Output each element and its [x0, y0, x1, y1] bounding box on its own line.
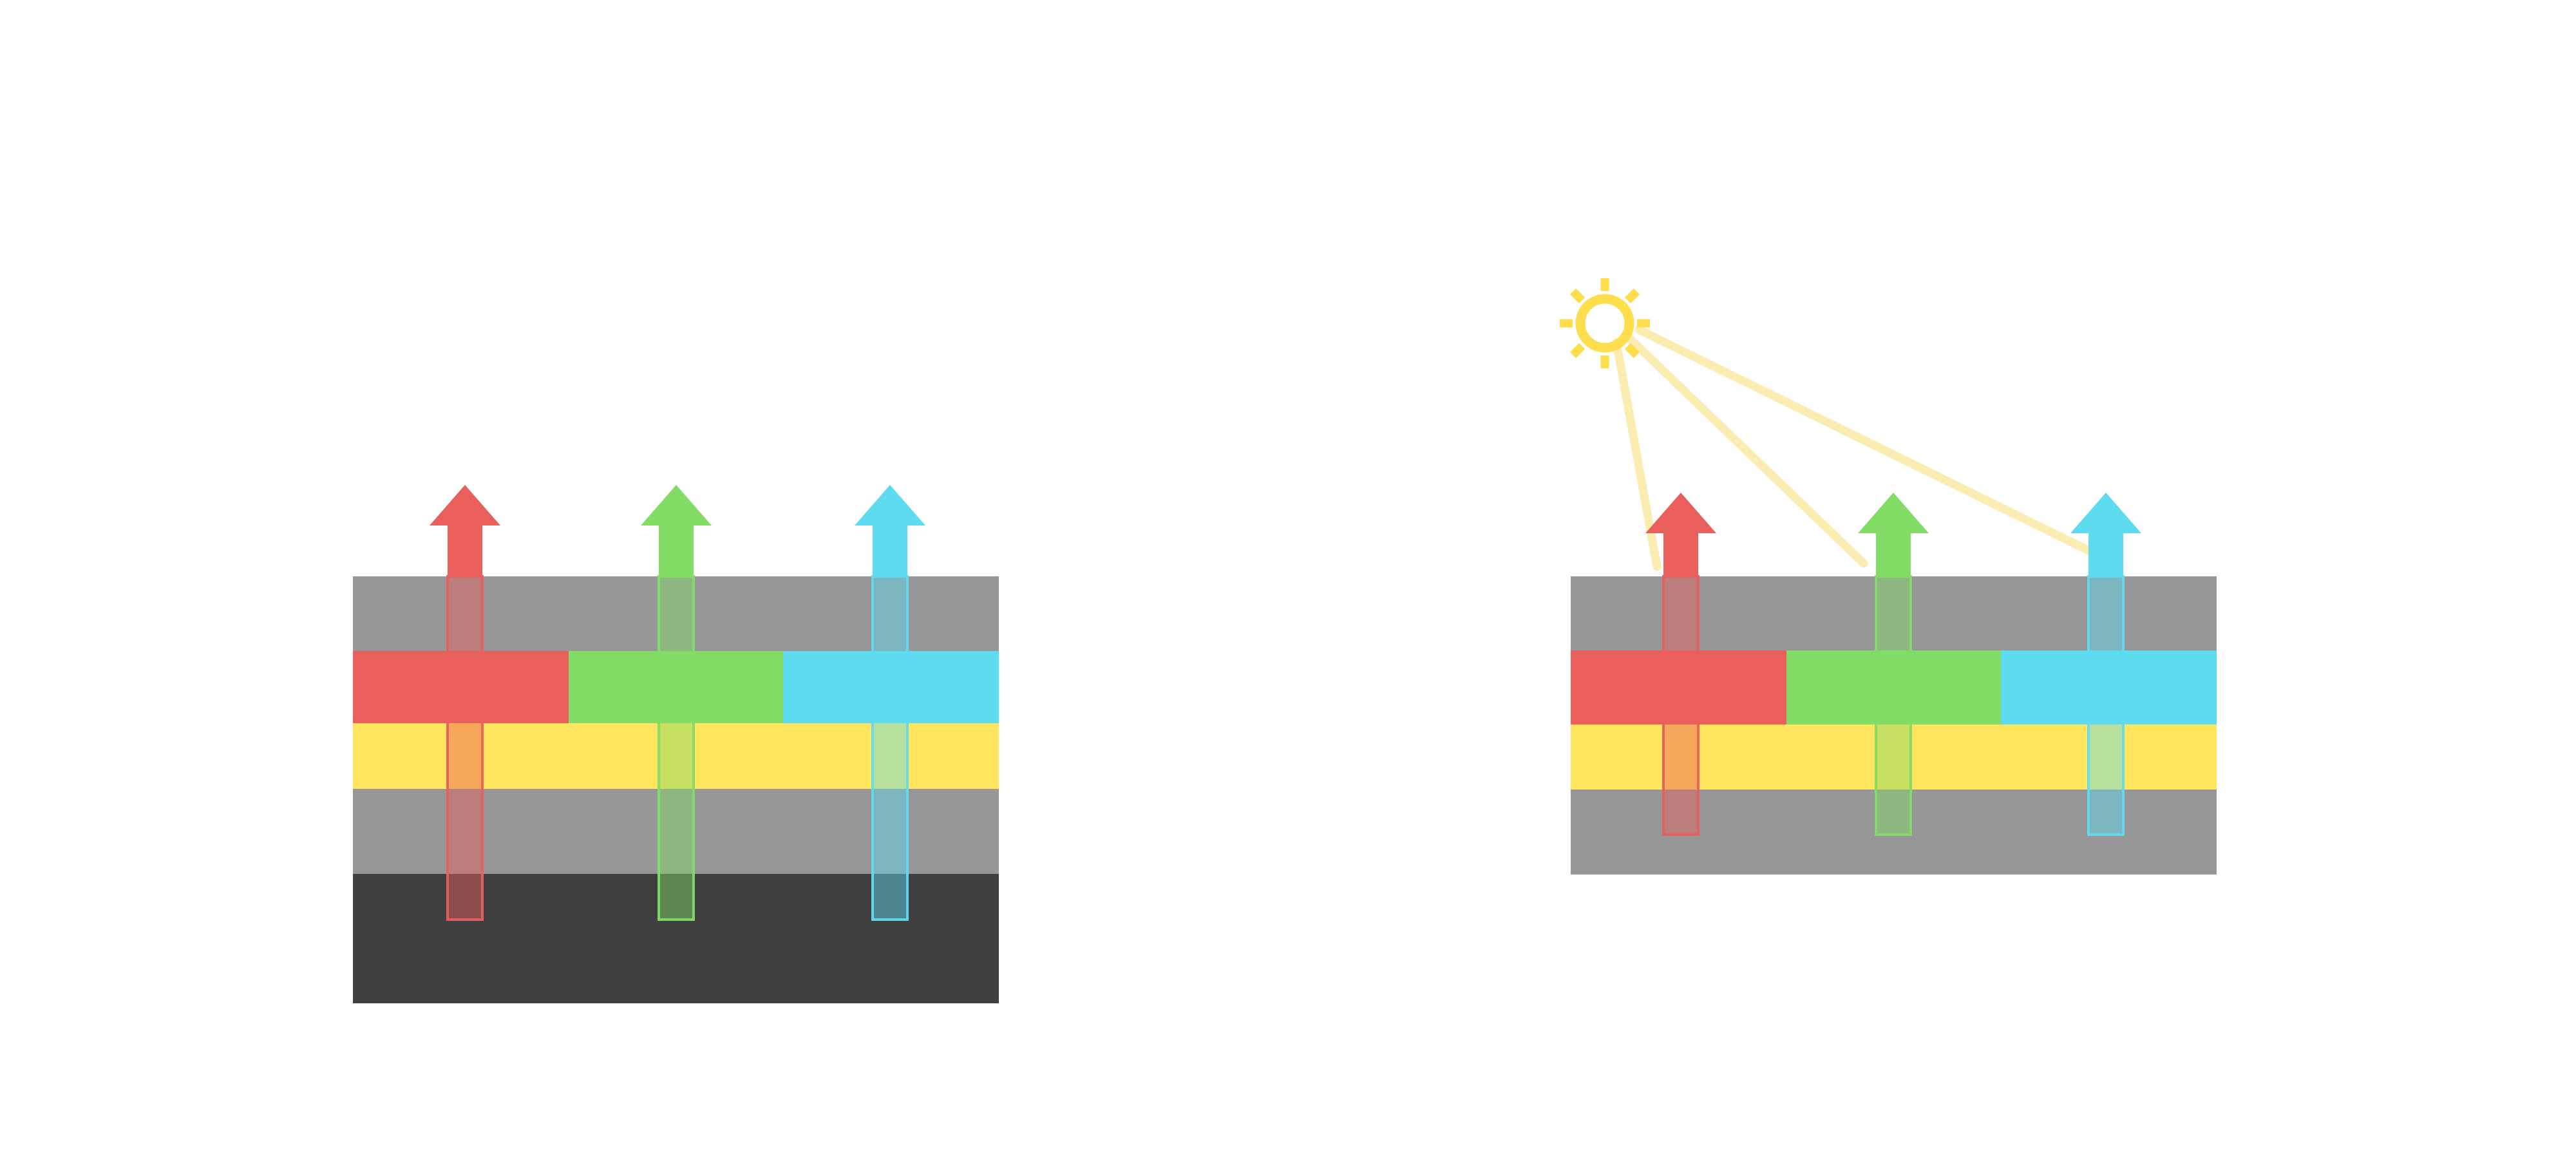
stack-without-sun-dark-substrate-layer: [353, 874, 999, 1003]
sun-beam-3: [1634, 325, 2110, 563]
stack-with-sun-emission-arrow-green[interactable]: [1858, 493, 1929, 836]
sun-ray-6: [1569, 343, 1586, 359]
emission-arrow-blue-head: [2070, 493, 2141, 533]
stack-with-sun: [1560, 278, 2217, 875]
panels-root: [353, 278, 2217, 1003]
emission-arrow-green-shaft: [1876, 533, 1911, 578]
stack-with-sun-emission-arrow-blue[interactable]: [2070, 493, 2141, 836]
emission-arrow-blue-shaft: [2088, 533, 2123, 578]
emission-arrow-blue-shaft-embedded: [2087, 575, 2125, 836]
emission-arrow-red-shaft: [1663, 533, 1698, 578]
emission-arrow-green-head: [641, 485, 712, 525]
stack-with-sun-top-gray-layer: [1571, 576, 2217, 650]
emission-arrow-green-shaft: [659, 525, 694, 578]
emission-arrow-red-shaft: [448, 525, 482, 578]
stack-without-sun-band-blue: [783, 651, 999, 723]
stack-without-sun-emission-arrow-green[interactable]: [641, 485, 712, 921]
stack-without-sun-band-red: [353, 651, 569, 723]
stack-with-sun-band-green: [1786, 650, 2001, 724]
emission-arrow-red-head: [430, 485, 500, 525]
emission-arrow-green-shaft-embedded: [1875, 575, 1912, 836]
sun-ray-8: [1569, 288, 1586, 304]
stack-with-sun-yellow-layer: [1571, 724, 2217, 790]
stack-with-sun-emission-arrow-red[interactable]: [1645, 493, 1716, 836]
sun-icon: [1560, 278, 1650, 368]
emission-arrow-red-shaft-embedded: [1662, 575, 1700, 836]
stack-with-sun-band-blue: [2001, 650, 2217, 724]
emission-arrow-red-shaft-embedded: [446, 575, 484, 921]
emission-arrow-green-shaft-embedded: [658, 575, 695, 921]
sun-ring: [1575, 294, 1634, 353]
stack-without-sun-mid-gray-layer: [353, 789, 999, 874]
sun-ray-2: [1624, 288, 1640, 304]
stack-with-sun-band-red: [1571, 650, 1786, 724]
stack-without-sun-top-gray-layer: [353, 576, 999, 651]
stack-with-sun-bottom-gray-layer: [1571, 790, 2217, 875]
emission-arrow-blue-shaft: [873, 525, 907, 578]
stack-without-sun-band-green: [569, 651, 783, 723]
emission-arrow-green-head: [1858, 493, 1929, 533]
emission-arrow-blue-shaft-embedded: [871, 575, 909, 921]
stack-without-sun: [353, 485, 999, 1003]
emission-arrow-red-head: [1645, 493, 1716, 533]
stack-without-sun-emission-arrow-blue[interactable]: [855, 485, 925, 921]
sun-beam-2: [1625, 334, 1868, 568]
stack-without-sun-yellow-layer: [353, 723, 999, 789]
emission-arrow-blue-head: [855, 485, 925, 525]
sun-ray-4: [1624, 343, 1640, 359]
stack-without-sun-emission-arrow-red[interactable]: [430, 485, 500, 921]
